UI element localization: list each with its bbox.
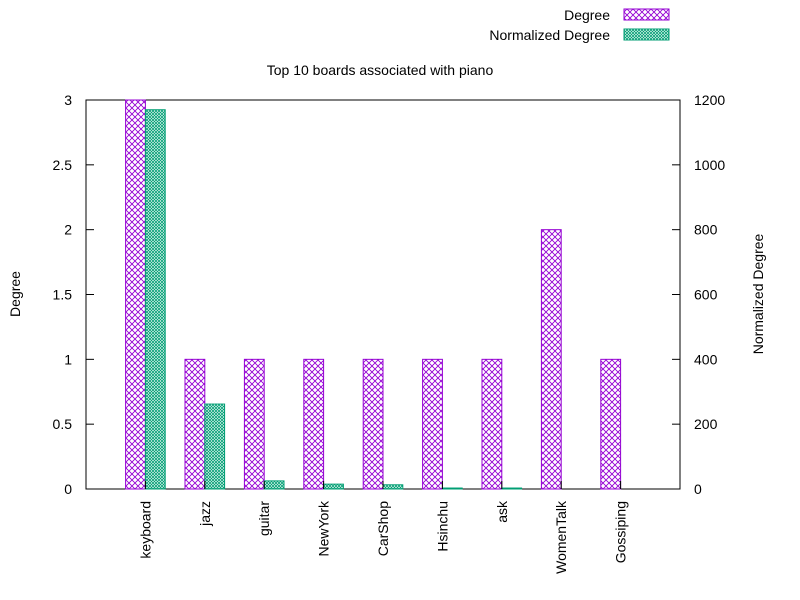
bar-degree [125,99,146,490]
legend: Degree Normalized Degree [489,7,670,43]
x-axis-tick-label: jazz [197,501,213,527]
left-axis-tick-label: 0 [64,481,72,497]
left-axis-tick-label: 2.5 [53,157,73,173]
x-axis-tick-label: Gossiping [613,501,629,563]
bar-normalized-degree [382,484,404,490]
right-axis: 0 200 400 600 800 1000 1200 [672,92,725,497]
bar-normalized-degree [323,483,344,490]
legend-swatch-degree [623,8,670,21]
left-axis: 0 0.5 1 1.5 2 2.5 3 [53,92,94,497]
y-axis-label-left: Degree [7,271,23,317]
x-axis-tick-label: guitar [256,501,272,536]
bar-degree [184,358,206,490]
x-axis-tick-label: keyboard [137,501,153,559]
bar-degree [600,358,622,490]
bar-degree [303,358,325,490]
bar-degree [540,229,562,490]
y-axis-label-right: Normalized Degree [750,233,766,354]
chart-title: Top 10 boards associated with piano [267,62,494,78]
right-axis-tick-label: 0 [694,481,702,497]
bar-normalized-degree [441,487,463,490]
bar-normalized-degree [263,480,285,490]
x-axis-tick-label: CarShop [375,501,391,556]
bar-degree [362,358,384,490]
x-axis-tick-label: NewYork [316,500,332,557]
bar-degree [243,358,265,490]
x-axis-tick-label: Hsinchu [434,501,450,552]
left-axis-tick-label: 3 [64,92,72,108]
x-axis: keyboard jazz guitar NewYork CarShop Hsinchu a… [137,481,629,574]
bar-normalized-degree [204,403,226,490]
legend-label-degree: Degree [564,7,610,23]
bar-normalized-degree [501,487,523,490]
legend-label-normalized-degree: Normalized Degree [489,27,610,43]
bars [125,99,622,490]
x-axis-tick-label: ask [494,500,510,523]
right-axis-tick-label: 400 [694,351,718,367]
left-axis-tick-label: 2 [64,222,72,238]
right-axis-tick-label: 1200 [694,92,725,108]
right-axis-tick-label: 800 [694,222,718,238]
bar-normalized-degree [144,109,166,490]
bar-degree [481,358,503,490]
left-axis-tick-label: 1.5 [53,287,73,303]
bar-degree [422,358,443,490]
right-axis-tick-label: 200 [694,416,718,432]
right-axis-tick-label: 1000 [694,157,725,173]
left-axis-tick-label: 1 [64,351,72,367]
right-axis-tick-label: 600 [694,287,718,303]
x-axis-tick-label: WomenTalk [553,500,569,574]
legend-swatch-normalized-degree [623,28,670,41]
left-axis-tick-label: 0.5 [53,416,73,432]
